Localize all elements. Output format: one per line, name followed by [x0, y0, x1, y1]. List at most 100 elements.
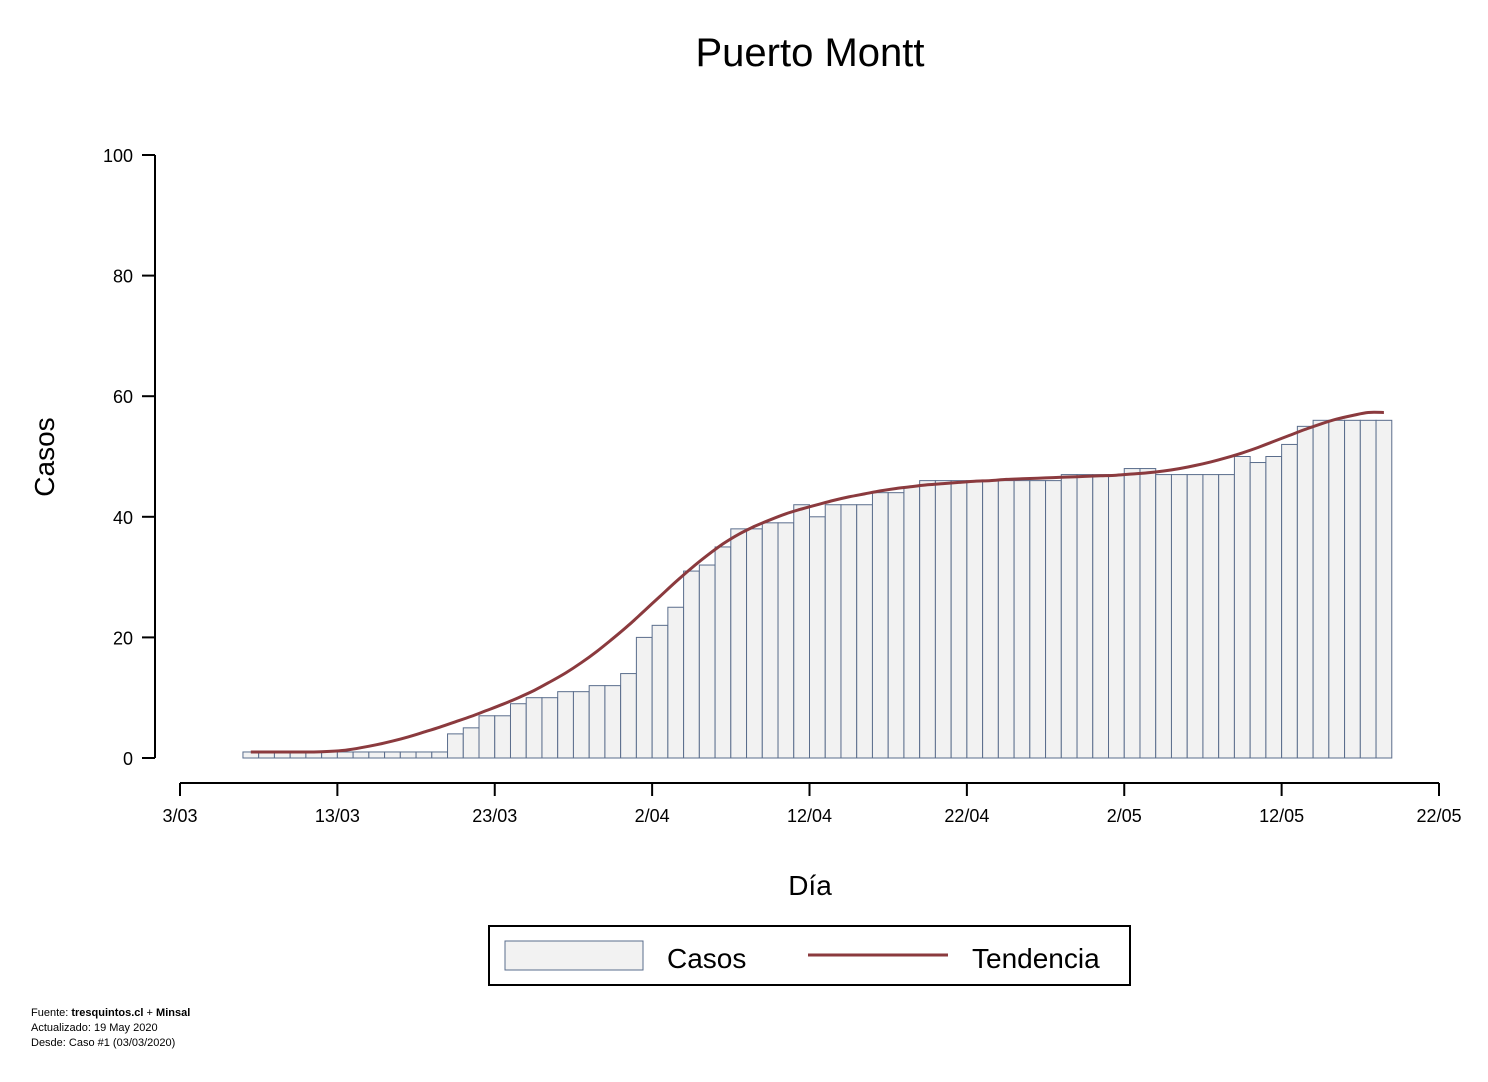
bar: [572, 691, 590, 759]
footer-source-name[interactable]: tresquintos.cl: [71, 1007, 144, 1019]
bar: [478, 715, 496, 759]
bar: [982, 480, 999, 759]
bar: [934, 480, 952, 759]
bar: [525, 697, 543, 759]
y-tick-label: 20: [113, 628, 133, 648]
y-tick-label: 80: [113, 267, 133, 287]
x-axis: 3/03 13/03 23/03 2/04 12/04 22/04 2/05 12/05 22/…: [162, 782, 1462, 826]
bars: [242, 419, 1393, 759]
bar: [761, 522, 779, 759]
bar: [368, 751, 386, 759]
bar: [950, 480, 968, 759]
x-tick-label: 13/03: [315, 806, 360, 826]
footer-source: Fuente: tresquintos.cl + Minsal: [31, 1006, 190, 1020]
y-tick-label: 40: [113, 508, 133, 528]
x-tick-label: 3/03: [162, 806, 197, 826]
bar: [620, 673, 637, 759]
bar: [384, 751, 401, 759]
bar: [714, 546, 732, 759]
x-tick-label: 22/05: [1416, 806, 1461, 826]
bar: [777, 522, 795, 759]
x-tick-label: 12/04: [787, 806, 832, 826]
x-tick-label: 22/04: [944, 806, 989, 826]
bar: [903, 486, 921, 759]
bar: [1328, 419, 1346, 759]
bar: [1170, 474, 1188, 759]
bar: [447, 733, 464, 759]
bar: [336, 751, 354, 759]
bar: [399, 751, 417, 759]
bar: [809, 516, 826, 759]
bar: [1029, 480, 1047, 759]
bar: [746, 528, 763, 759]
bar: [667, 606, 685, 759]
bar: [1344, 419, 1361, 759]
bar: [1139, 468, 1157, 759]
bar: [509, 703, 527, 759]
bar: [1108, 474, 1125, 759]
y-axis-title: Casos: [29, 417, 60, 496]
x-axis-title: Día: [788, 870, 832, 901]
bar: [683, 570, 700, 759]
footer-updated: Actualizado: 19 May 2020: [31, 1022, 158, 1034]
bar: [1249, 462, 1267, 759]
x-tick-label: 2/04: [635, 806, 670, 826]
bar: [494, 715, 511, 759]
bar: [966, 480, 984, 759]
bar: [1013, 480, 1031, 759]
bar: [604, 685, 622, 759]
bar: [1186, 474, 1204, 759]
x-tick-label: 12/05: [1259, 806, 1304, 826]
y-tick-label: 60: [113, 387, 133, 407]
bar: [431, 751, 449, 759]
bar: [1375, 419, 1393, 759]
legend: Casos Tendencia: [488, 925, 1131, 986]
x-tick-label: 2/05: [1107, 806, 1142, 826]
footer-source-prefix: Fuente:: [31, 1007, 72, 1019]
bar: [1218, 474, 1235, 759]
bar: [871, 492, 889, 759]
bar: [1296, 425, 1314, 759]
bar: [1202, 474, 1220, 759]
footer-source-sep: +: [143, 1007, 157, 1019]
bar: [997, 480, 1015, 759]
bar: [1155, 474, 1172, 759]
bar: [730, 528, 748, 759]
bar: [919, 480, 936, 759]
bar: [352, 751, 370, 759]
legend-label-tendencia: Tendencia: [972, 943, 1100, 974]
y-tick-label: 0: [123, 749, 133, 769]
bar: [1123, 468, 1141, 759]
chart-title: Puerto Montt: [695, 31, 924, 75]
bar: [415, 751, 433, 759]
bar: [840, 504, 858, 759]
bar: [887, 492, 905, 759]
bar: [541, 697, 559, 759]
y-axis: 0 20 40 60 80 100: [103, 146, 156, 769]
bar: [588, 685, 606, 759]
bar: [651, 624, 669, 759]
bar: [856, 504, 873, 759]
bar: [793, 504, 811, 759]
bar: [698, 564, 716, 759]
legend-swatch-casos: [504, 940, 644, 971]
bar: [1312, 419, 1330, 759]
bar: [1092, 474, 1110, 759]
trend-line: [250, 410, 1384, 754]
x-tick-label: 23/03: [472, 806, 517, 826]
y-tick-label: 100: [103, 146, 133, 166]
bar: [1281, 443, 1298, 759]
bar: [635, 636, 653, 759]
bar: [462, 727, 480, 759]
footer-source-name2: Minsal: [156, 1007, 191, 1019]
legend-label-casos: Casos: [667, 943, 746, 974]
bar: [1045, 480, 1062, 759]
bar: [557, 691, 574, 759]
bar: [1233, 456, 1251, 759]
bar: [1060, 474, 1078, 759]
bar: [1265, 456, 1283, 759]
bar: [1076, 474, 1094, 759]
footer-since: Desde: Caso #1 (03/03/2020): [31, 1037, 176, 1049]
bar: [824, 504, 842, 759]
